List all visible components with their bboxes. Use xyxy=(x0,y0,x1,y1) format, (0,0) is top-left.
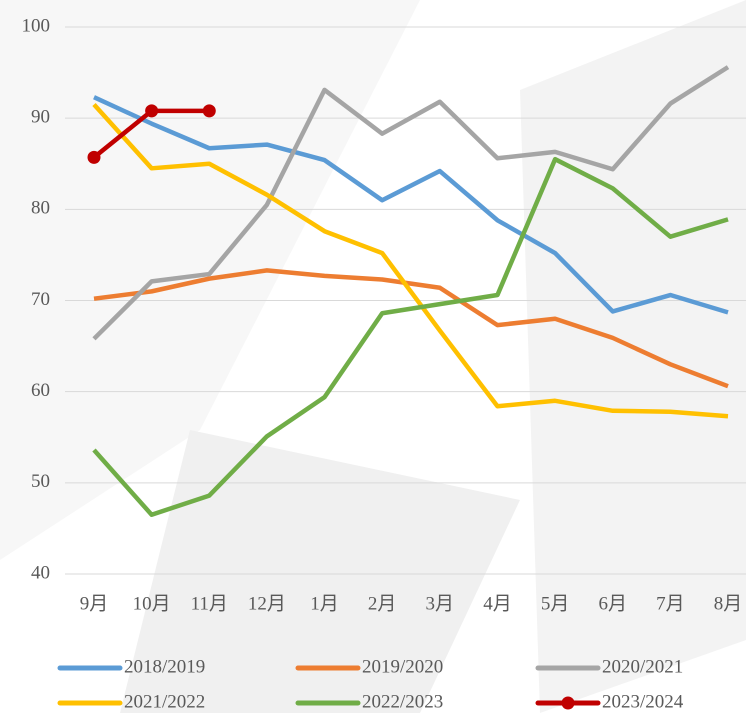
series-marker xyxy=(202,104,216,118)
series-line xyxy=(92,65,730,341)
legend-label: 2019/2020 xyxy=(362,656,443,677)
y-tick-label: 70 xyxy=(31,289,50,310)
legend-label: 2023/2024 xyxy=(602,691,684,712)
y-tick-label: 60 xyxy=(31,380,50,401)
y-tick-label: 90 xyxy=(31,107,50,128)
series-line xyxy=(92,102,729,419)
y-tick-label: 80 xyxy=(31,198,50,219)
y-tick-label: 100 xyxy=(22,15,51,36)
legend-label: 2021/2022 xyxy=(124,691,205,712)
x-tick-label: 11月 xyxy=(191,593,228,614)
legend-marker xyxy=(561,696,575,710)
x-tick-label: 1月 xyxy=(310,593,339,614)
x-tick-label: 7月 xyxy=(656,593,685,614)
x-tick-label: 10月 xyxy=(133,593,171,614)
y-tick-label: 40 xyxy=(31,562,50,583)
series-line xyxy=(93,268,729,389)
y-tick-label: 50 xyxy=(31,471,50,492)
x-tick-label: 2月 xyxy=(368,593,397,614)
x-tick-label: 3月 xyxy=(426,593,455,614)
x-tick-label: 6月 xyxy=(598,593,627,614)
legend-label: 2022/2023 xyxy=(362,691,443,712)
x-tick-label: 8月 xyxy=(714,593,743,614)
series-marker xyxy=(145,104,159,118)
bg-shape xyxy=(120,430,520,713)
series-line xyxy=(92,156,729,517)
series-marker xyxy=(87,150,101,164)
bg-shape xyxy=(520,0,746,713)
x-tick-label: 12月 xyxy=(248,593,286,614)
x-tick-label: 5月 xyxy=(541,593,570,614)
series-line xyxy=(93,95,729,315)
legend-label: 2020/2021 xyxy=(602,656,683,677)
legend-label: 2018/2019 xyxy=(124,656,205,677)
x-tick-label: 4月 xyxy=(483,593,512,614)
x-tick-label: 9月 xyxy=(80,593,109,614)
